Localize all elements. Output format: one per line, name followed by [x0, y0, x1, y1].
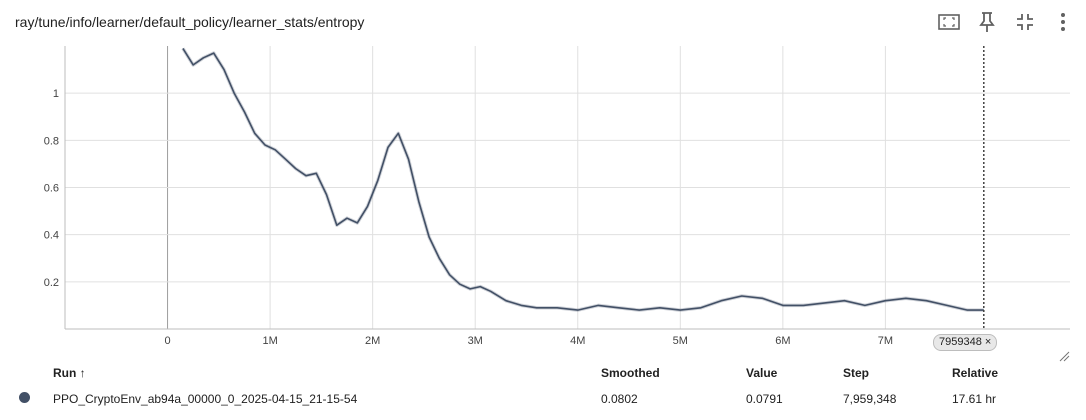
- y-tick-label: 0.2: [44, 277, 59, 289]
- tooltip-table: Run ↑ Smoothed Value Step Relative PPO_C…: [0, 360, 1060, 412]
- line-chart[interactable]: 0 1M 2M 3M 4M 5M 6M 7M 0.2 0.4 0.6 0.8 1: [0, 0, 1086, 360]
- x-tick-label: 3M: [468, 335, 483, 347]
- chart-title: ray/tune/info/learner/default_policy/lea…: [15, 14, 365, 30]
- fit-domain-button[interactable]: [936, 9, 962, 35]
- more-vert-icon: [1061, 13, 1065, 31]
- series-raw-line: [181, 47, 984, 312]
- x-tick-label: 0: [164, 335, 170, 347]
- fit-domain-icon: [938, 14, 960, 30]
- x-tick-label: 2M: [365, 335, 380, 347]
- smoothed-value: 0.0802: [601, 392, 638, 406]
- resize-handle-icon[interactable]: [1058, 350, 1070, 362]
- x-tick-label: 6M: [775, 335, 790, 347]
- collapse-button[interactable]: [1012, 9, 1038, 35]
- pin-button[interactable]: [974, 9, 1000, 35]
- x-tick-label: 1M: [262, 335, 277, 347]
- run-color-dot: [19, 392, 30, 403]
- more-options-button[interactable]: [1050, 9, 1076, 35]
- header-step: Step: [843, 366, 870, 380]
- header-relative: Relative: [952, 366, 999, 380]
- step-value: 7,959,348: [843, 392, 897, 406]
- table-row: PPO_CryptoEnv_ab94a_00000_0_2025-04-15_2…: [0, 386, 1060, 412]
- raw-value: 0.0791: [746, 392, 783, 406]
- header-run[interactable]: Run ↑: [53, 366, 86, 380]
- y-tick-label: 0.8: [44, 135, 59, 147]
- run-name: PPO_CryptoEnv_ab94a_00000_0_2025-04-15_2…: [53, 392, 358, 406]
- hover-step-chip[interactable]: 7959348 ×: [933, 334, 998, 351]
- hover-step-label: 7959348: [939, 336, 982, 348]
- hover-close-icon[interactable]: ×: [984, 336, 992, 348]
- pin-icon: [979, 12, 995, 32]
- x-tick-label: 7M: [878, 335, 893, 347]
- relative-time: 17.61 hr: [952, 392, 997, 406]
- header-smoothed: Smoothed: [601, 366, 660, 380]
- x-tick-label: 4M: [570, 335, 585, 347]
- collapse-icon: [1017, 14, 1033, 30]
- header-value: Value: [746, 366, 778, 380]
- series-line: [182, 47, 984, 311]
- chart-toolbar: [936, 9, 1076, 35]
- y-tick-label: 0.6: [44, 183, 59, 195]
- y-tick-label: 0.4: [44, 230, 59, 242]
- y-tick-label: 1: [53, 88, 59, 100]
- x-tick-label: 5M: [673, 335, 688, 347]
